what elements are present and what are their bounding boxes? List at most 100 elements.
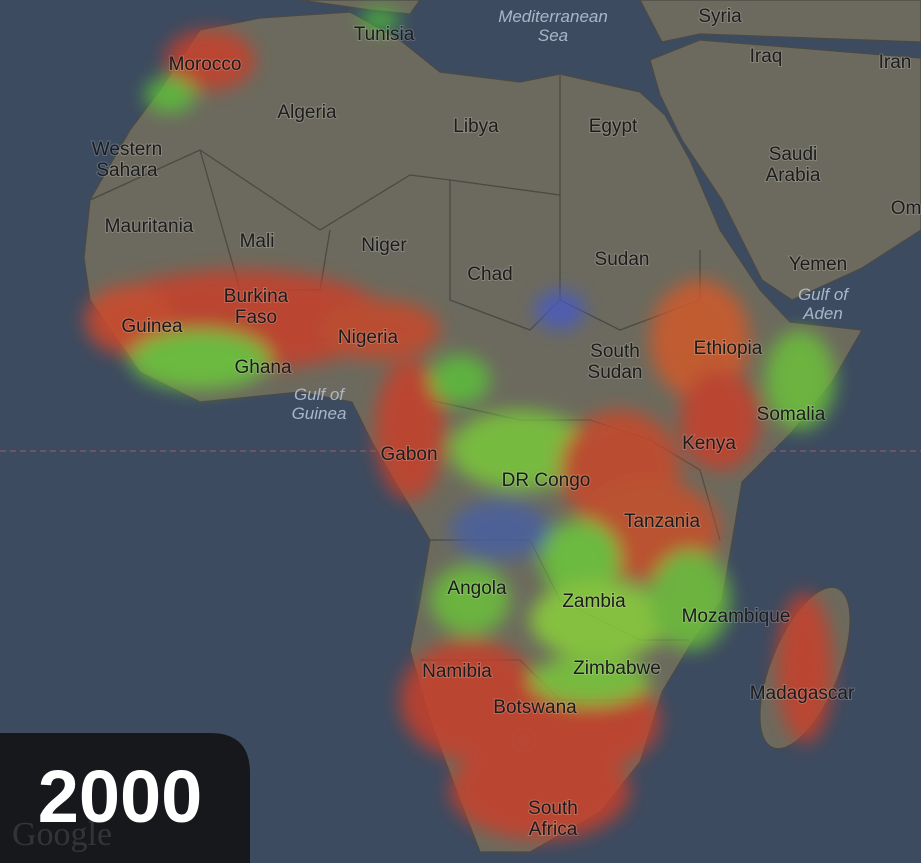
label-line: Om xyxy=(891,198,921,219)
label-line: Mediterranean xyxy=(498,7,608,26)
sea-label: Mediterranean Sea xyxy=(498,7,608,45)
label-line: Namibia xyxy=(422,661,492,682)
heat-blob xyxy=(450,740,630,840)
label-line: Gabon xyxy=(380,444,437,465)
label-line: Zimbabwe xyxy=(573,658,661,679)
heat-blob xyxy=(680,370,760,470)
label-line: Kenya xyxy=(682,433,736,454)
country-label: Iraq xyxy=(750,46,783,67)
sea-label: Gulf of Aden xyxy=(798,285,850,323)
label-line: Guinea xyxy=(121,316,183,337)
country-label: Nigeria xyxy=(338,327,399,348)
label-line: Aden xyxy=(802,304,843,323)
labels: Mediterranean Sea Syria Iraq Iran Tunisia Moro… xyxy=(36,5,921,841)
country-label: Western Sahara xyxy=(92,139,162,181)
country-label: Mauritania xyxy=(105,216,194,237)
label-line: Botswana xyxy=(493,697,577,718)
country-label: Saudi Arabia xyxy=(766,144,821,186)
country-label: South Africa xyxy=(528,798,578,840)
country-label: Namibia xyxy=(422,661,492,682)
heat-blob xyxy=(375,360,445,500)
country-label: Somalia xyxy=(757,404,826,425)
label-line: Gulf of xyxy=(294,385,346,404)
label-line: Mali xyxy=(240,231,275,252)
heat-blob xyxy=(650,280,750,400)
heatmap xyxy=(85,8,835,840)
country-label: Niger xyxy=(361,235,407,256)
country-label: Morocco xyxy=(169,54,242,75)
heat-blob xyxy=(450,410,590,490)
label-line: DR Congo xyxy=(502,470,591,491)
label-line: Chad xyxy=(467,264,512,285)
country-label: Zambia xyxy=(562,591,626,612)
heat-blob xyxy=(535,290,585,330)
heat-blob xyxy=(400,640,540,760)
label-line: Saudi xyxy=(769,144,818,165)
country-label: Ghana xyxy=(234,357,291,378)
label-line: Egypt xyxy=(589,116,638,137)
heat-blob xyxy=(450,500,550,560)
country-label: Tunisia xyxy=(354,24,415,45)
country-label: DR Congo xyxy=(502,470,591,491)
country-label: Zimbabwe xyxy=(573,658,661,679)
year: 2000 xyxy=(38,755,203,838)
heat-blob xyxy=(360,8,400,32)
heat-blob xyxy=(530,580,670,660)
country-label: Angola xyxy=(447,578,507,599)
heat-blob xyxy=(145,77,195,113)
country-label: Syria xyxy=(698,6,742,27)
heat-blob xyxy=(530,655,650,705)
country-label: Kenya xyxy=(682,433,736,454)
label-line: Sahara xyxy=(96,160,158,181)
heat-blob xyxy=(765,330,835,430)
year-box xyxy=(0,733,250,863)
country-label: Mali xyxy=(240,231,275,252)
country-label: Mozambique xyxy=(682,606,791,627)
country-label: Egypt xyxy=(589,116,638,137)
label-line: Mauritania xyxy=(105,216,194,237)
attribution: Google xyxy=(12,816,112,853)
label-line: Western xyxy=(92,139,162,160)
country-label: Iran xyxy=(879,52,912,73)
label-line: Tunisia xyxy=(354,24,415,45)
heat-blob xyxy=(130,330,270,390)
heat-blob xyxy=(777,593,833,743)
label-line: Nigeria xyxy=(338,327,399,348)
heat-blob xyxy=(430,565,510,635)
label-line: Syria xyxy=(698,6,742,27)
label-line: Burkina xyxy=(224,286,289,307)
label-line: Mozambique xyxy=(682,606,791,627)
label-line: Sea xyxy=(538,26,568,45)
country-label: Sudan xyxy=(595,249,650,270)
label-line: Yemen xyxy=(789,254,847,275)
country-label: Botswana xyxy=(493,697,577,718)
label-line: Sudan xyxy=(595,249,650,270)
label-line: Angola xyxy=(447,578,507,599)
label-line: Sudan xyxy=(588,362,643,383)
heat-blob xyxy=(85,285,175,355)
label-line: Arabia xyxy=(766,165,821,186)
country-label: Tanzania xyxy=(624,511,700,532)
country-label: Burkina Faso xyxy=(224,286,289,328)
country-label: Libya xyxy=(453,116,499,137)
heat-blob xyxy=(430,355,490,405)
label-line: Ghana xyxy=(234,357,291,378)
label-line: Morocco xyxy=(169,54,242,75)
country-label: Gabon xyxy=(380,444,437,465)
label-line: Iraq xyxy=(750,46,783,67)
label-line: Guinea xyxy=(292,404,347,423)
label-line: Tanzania xyxy=(624,511,700,532)
country-label: South Sudan xyxy=(588,341,643,383)
label-line: Iran xyxy=(879,52,912,73)
country-label: Yemen xyxy=(789,254,847,275)
country-label: Algeria xyxy=(277,102,337,123)
label-line: South xyxy=(590,341,640,362)
label-line: South xyxy=(528,798,578,819)
country-label: Om xyxy=(891,198,921,219)
country-label: Ethiopia xyxy=(694,338,763,359)
country-label: Chad xyxy=(467,264,512,285)
heat-blob xyxy=(320,300,440,360)
sea-label: Gulf of Guinea xyxy=(292,385,347,423)
label-line: Niger xyxy=(361,235,407,256)
